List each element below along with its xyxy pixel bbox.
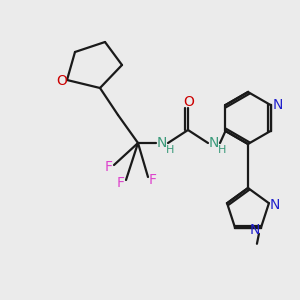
Text: O: O bbox=[184, 95, 194, 109]
Text: N: N bbox=[270, 198, 280, 212]
Text: N: N bbox=[272, 98, 283, 112]
Text: N: N bbox=[157, 136, 167, 150]
Text: F: F bbox=[149, 173, 157, 187]
Text: H: H bbox=[218, 145, 226, 155]
Text: F: F bbox=[105, 160, 113, 174]
Text: H: H bbox=[166, 145, 174, 155]
Text: F: F bbox=[117, 176, 125, 190]
Text: N: N bbox=[209, 136, 219, 150]
Text: N: N bbox=[250, 223, 260, 237]
Text: O: O bbox=[57, 74, 68, 88]
